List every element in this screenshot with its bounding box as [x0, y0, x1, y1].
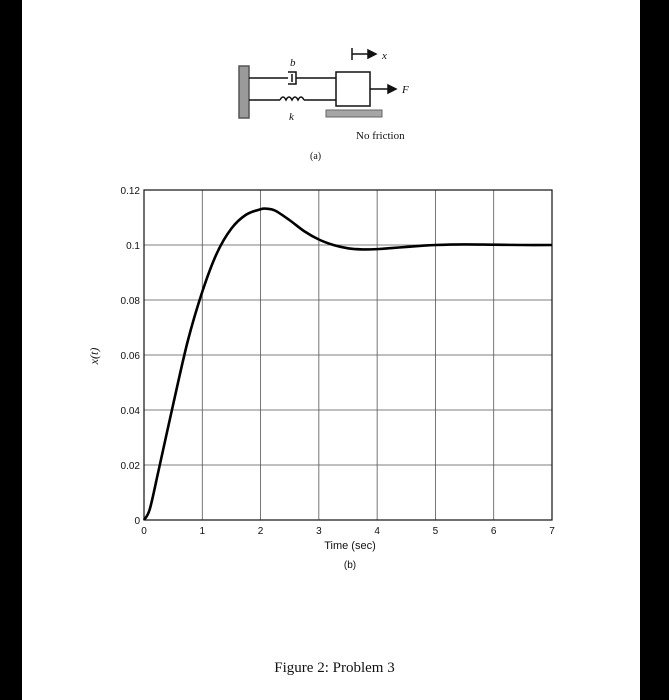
- mass-spring-damper-diagram: [238, 48, 398, 119]
- x-tick-label: 7: [549, 526, 555, 537]
- ground-surface: [325, 109, 383, 118]
- x-arrow-head: [367, 48, 378, 60]
- y-tick-label: 0.08: [121, 296, 141, 307]
- x-tick-label: 5: [433, 526, 439, 537]
- response-plot: 0 1 2 3 4 5 6 7 0 0.02 0.04 0.06 0.08 0.1 0.12: [121, 186, 556, 537]
- mass-block: [335, 71, 371, 107]
- wall: [238, 65, 250, 119]
- spring-label: k: [289, 111, 295, 123]
- series-line: [142, 207, 553, 521]
- y-tick-label: 0.06: [121, 351, 141, 362]
- friction-label: No friction: [356, 130, 405, 142]
- x-axis-label: Time (sec): [324, 540, 376, 552]
- x-tick-label: 4: [374, 526, 380, 537]
- y-tick-label: 0.04: [121, 406, 141, 417]
- x-tick-label: 6: [491, 526, 497, 537]
- x-tick-label: 3: [316, 526, 322, 537]
- force-arrow-head: [387, 83, 398, 95]
- x-tick-label: 1: [200, 526, 206, 537]
- x-tick-label: 2: [258, 526, 264, 537]
- y-axis-label: x(t): [87, 348, 101, 366]
- y-tick-label: 0.02: [121, 461, 141, 472]
- x-label: x: [381, 50, 387, 62]
- y-tick-label: 0: [134, 516, 140, 527]
- diagram-sublabel: (a): [310, 151, 321, 162]
- plot-frame: [143, 189, 553, 521]
- force-label: F: [401, 84, 409, 96]
- x-tick-label: 0: [141, 526, 147, 537]
- y-tick-label: 0.1: [126, 241, 140, 252]
- y-tick-label: 0.12: [121, 186, 141, 197]
- damper-label: b: [290, 57, 296, 69]
- figure-caption: Figure 2: Problem 3: [274, 660, 395, 676]
- spring-coil: [279, 96, 305, 102]
- chart-sublabel: (b): [344, 560, 356, 571]
